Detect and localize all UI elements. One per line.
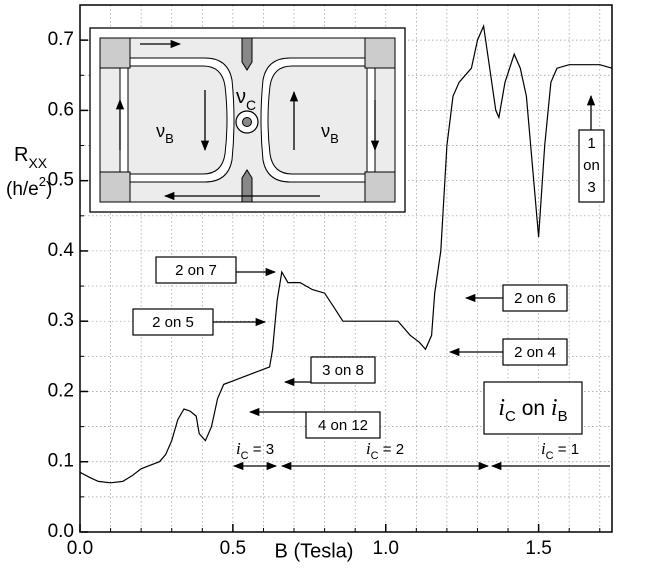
y-axis-unit-part: ) bbox=[46, 179, 52, 200]
regime-label-part: i bbox=[541, 439, 546, 458]
y-tick-label: 0.7 bbox=[48, 29, 74, 50]
inset-gate bbox=[241, 37, 253, 71]
annotation-box bbox=[155, 256, 237, 284]
annotation-box bbox=[310, 356, 376, 384]
x-tick-label: 0.5 bbox=[220, 538, 246, 559]
regime-label: iC = 3 bbox=[236, 439, 274, 462]
inset-dot bbox=[242, 117, 252, 127]
regime-label-part: i bbox=[366, 439, 371, 458]
y-tick-label: 0.2 bbox=[48, 380, 74, 401]
y-axis-unit-part: (h/e bbox=[6, 179, 39, 200]
y-tick-label: 0.3 bbox=[48, 310, 74, 331]
y-axis-unit-part: 2 bbox=[39, 174, 46, 189]
regime-label-part: i bbox=[236, 439, 241, 458]
data-line bbox=[79, 23, 613, 484]
regime-label: iC = 1 bbox=[541, 439, 579, 462]
regime-label-part: = 3 bbox=[249, 441, 274, 458]
inset-label-part: ν bbox=[236, 86, 246, 108]
annotation-box bbox=[502, 338, 568, 366]
regime-label-part: C bbox=[546, 450, 554, 462]
regime-label-part: = 2 bbox=[379, 441, 404, 458]
mode-label-part: C bbox=[505, 408, 516, 425]
annotation-box bbox=[578, 129, 605, 203]
inset-label-part: ν bbox=[321, 121, 330, 141]
inset-label-part: B bbox=[165, 131, 174, 146]
inset-lobe-inner bbox=[267, 65, 368, 175]
regime-label: iC = 2 bbox=[366, 439, 404, 462]
y-tick-label: 0.5 bbox=[48, 170, 74, 191]
annotation-label: 2 on 5 bbox=[152, 314, 194, 331]
inset-label-part: C bbox=[246, 97, 256, 113]
annotation-label: on bbox=[583, 157, 600, 174]
annotation-box bbox=[132, 308, 214, 336]
annotation-label: 4 on 12 bbox=[318, 417, 368, 434]
inset-contact bbox=[99, 171, 131, 203]
mode-label-part: i bbox=[551, 395, 558, 421]
y-axis-label: RXX bbox=[14, 144, 48, 170]
y-tick-label: 0.6 bbox=[48, 99, 74, 120]
annotation-label: 1 bbox=[587, 135, 595, 152]
plot-frame bbox=[79, 4, 613, 533]
y-tick-label: 0.0 bbox=[48, 521, 74, 542]
x-axis-label: B (Tesla) bbox=[275, 540, 354, 562]
inset bbox=[89, 27, 406, 213]
mode-label: iC on iB bbox=[498, 395, 567, 426]
inset-label: νC bbox=[236, 86, 256, 112]
y-axis-label-part: R bbox=[14, 144, 28, 166]
inset-lobe-inner bbox=[127, 65, 228, 175]
inset-label-part: ν bbox=[156, 121, 165, 141]
y-axis-unit: (h/e2) bbox=[6, 174, 52, 200]
annotation-label: 3 bbox=[587, 179, 595, 196]
regime-label-part: C bbox=[371, 450, 379, 462]
inset-label: νB bbox=[156, 121, 174, 146]
x-tick-label: 0.0 bbox=[67, 538, 93, 559]
annotation-label: 2 on 7 bbox=[175, 262, 217, 279]
mode-box bbox=[483, 381, 583, 435]
x-tick-label: 1.0 bbox=[373, 538, 399, 559]
annotation-box bbox=[502, 284, 568, 312]
mode-label-part: i bbox=[498, 395, 505, 421]
x-tick-label: 1.5 bbox=[525, 538, 551, 559]
annotation-label: 2 on 6 bbox=[514, 290, 556, 307]
inset-gate bbox=[241, 169, 253, 203]
annotation-label: 3 on 8 bbox=[322, 362, 364, 379]
y-tick-label: 0.1 bbox=[48, 451, 74, 472]
y-axis-label-part: XX bbox=[28, 155, 47, 171]
mode-label-part: on bbox=[516, 397, 551, 420]
regime-label-part: = 1 bbox=[554, 441, 579, 458]
annotation-box bbox=[305, 411, 381, 439]
inset-label-part: B bbox=[330, 131, 339, 146]
mode-label-part: B bbox=[558, 408, 568, 425]
regime-label-part: C bbox=[241, 450, 249, 462]
inset-contact bbox=[364, 171, 396, 203]
inset-label: νB bbox=[321, 121, 339, 146]
y-tick-label: 0.4 bbox=[48, 240, 75, 261]
annotation-label: 2 on 4 bbox=[514, 344, 556, 361]
inset-contact bbox=[99, 37, 131, 69]
inset-contact bbox=[364, 37, 396, 69]
